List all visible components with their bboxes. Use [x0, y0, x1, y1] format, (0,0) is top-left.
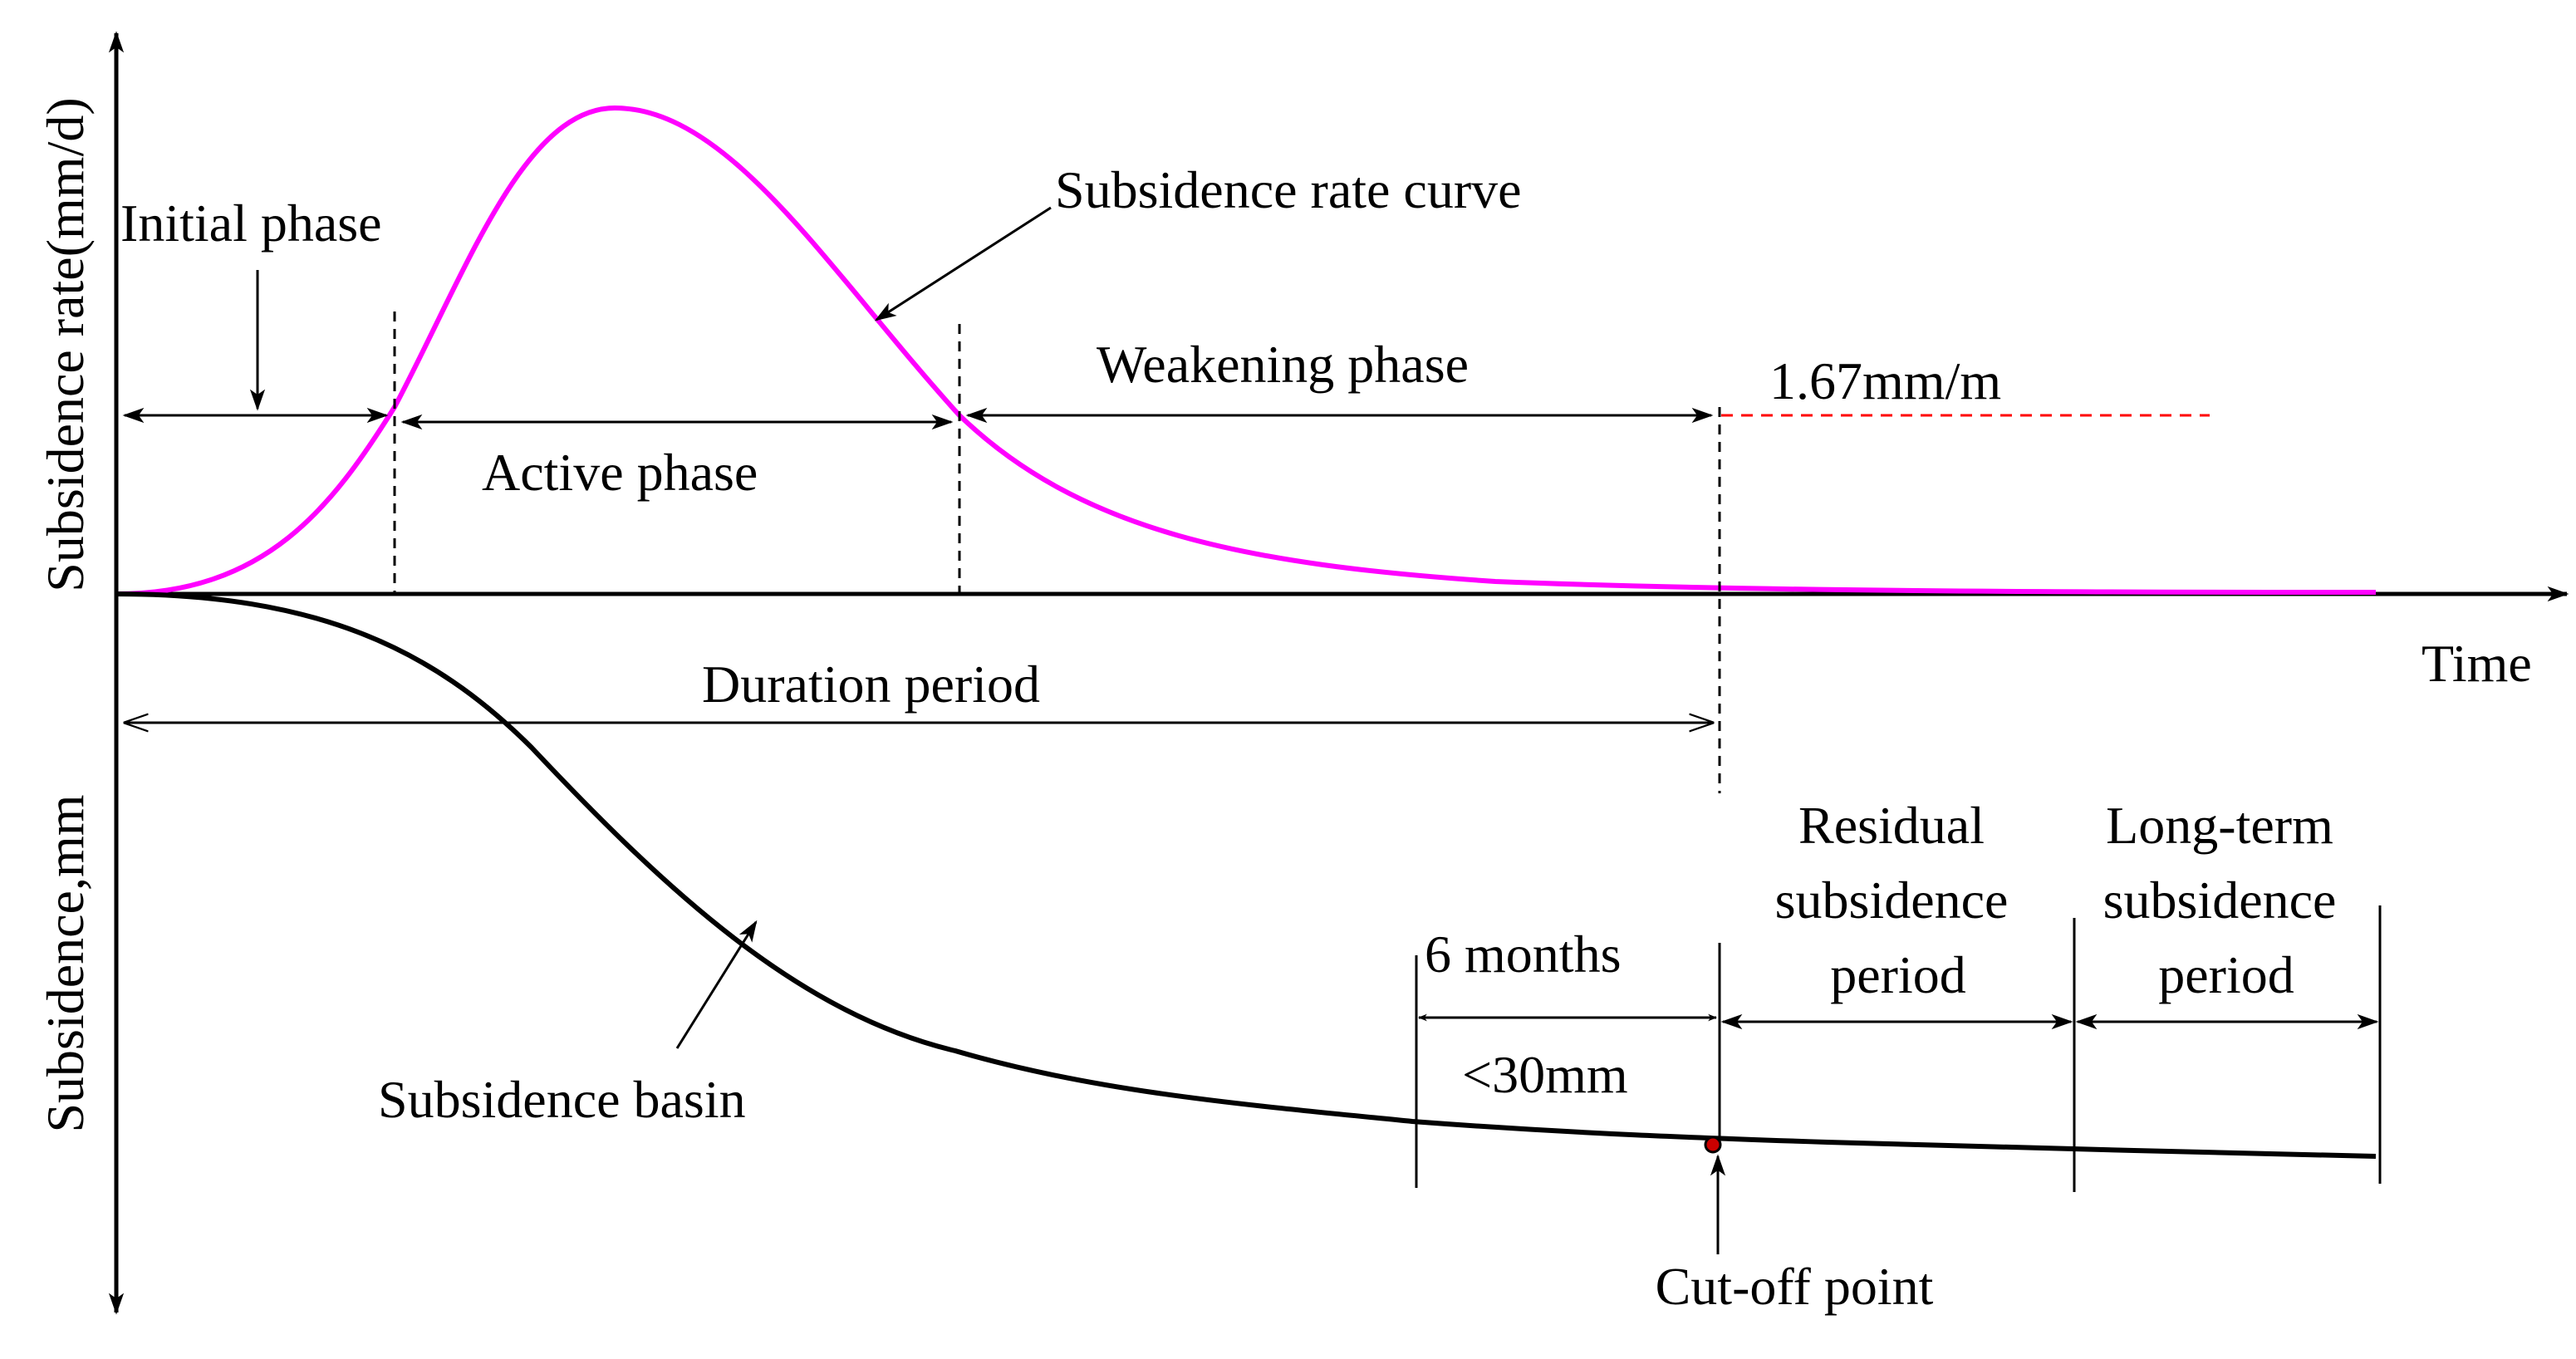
basin-curve-pointer	[675, 920, 758, 1049]
residual-period-label: Residual subsidence period	[1775, 796, 2022, 1004]
weakening-phase-label: Weakening phase	[1097, 335, 1469, 394]
x-axis-label: Time	[2421, 634, 2532, 693]
y-upper-axis-label: Subsidence rate(mm/d)	[36, 97, 95, 591]
long-term-period-label: Long-term subsidence period	[2103, 796, 2350, 1004]
long-term-line-1: Long-term	[2106, 796, 2333, 855]
long-term-line-2: subsidence	[2103, 871, 2337, 930]
y-lower-axis-label: Subsidence,mm	[36, 794, 95, 1132]
residual-line-3: period	[1830, 945, 1966, 1004]
long-term-line-3: period	[2158, 945, 2294, 1004]
basin-label: Subsidence basin	[378, 1070, 746, 1129]
active-phase-label: Active phase	[482, 443, 758, 502]
duration-period-label: Duration period	[702, 655, 1040, 714]
six-months-label: 6 months	[1425, 925, 1621, 984]
rate-curve-label: Subsidence rate curve	[1055, 160, 1522, 219]
threshold-label: 1.67mm/m	[1769, 351, 2001, 410]
residual-line-2: subsidence	[1775, 871, 2009, 930]
limit-label: <30mm	[1462, 1045, 1628, 1104]
cutoff-point-label: Cut-off point	[1656, 1257, 1934, 1316]
initial-phase-label: Initial phase	[120, 194, 382, 253]
cutoff-point-marker	[1704, 1136, 1722, 1154]
rate-curve-pointer	[874, 206, 1052, 321]
residual-line-1: Residual	[1798, 796, 1985, 855]
